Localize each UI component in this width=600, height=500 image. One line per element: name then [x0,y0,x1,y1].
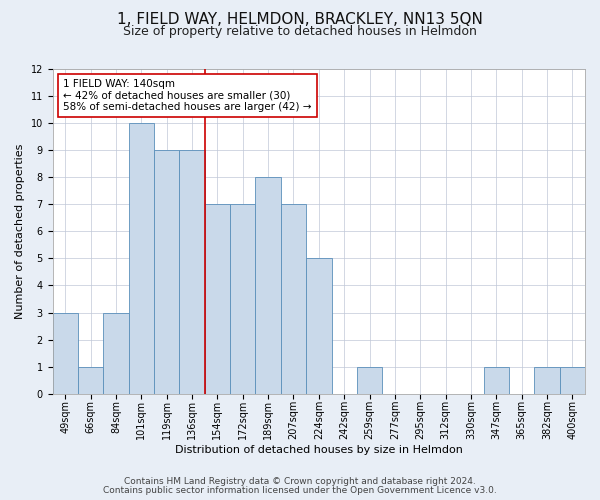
Bar [103,312,129,394]
Bar [256,177,281,394]
Text: Contains HM Land Registry data © Crown copyright and database right 2024.: Contains HM Land Registry data © Crown c… [124,477,476,486]
Bar [560,366,585,394]
X-axis label: Distribution of detached houses by size in Helmdon: Distribution of detached houses by size … [175,445,463,455]
Bar [281,204,306,394]
Bar [154,150,179,394]
Bar [484,366,509,394]
Bar [306,258,332,394]
Bar [205,204,230,394]
Bar [230,204,256,394]
Bar [179,150,205,394]
Bar [129,123,154,394]
Text: 1, FIELD WAY, HELMDON, BRACKLEY, NN13 5QN: 1, FIELD WAY, HELMDON, BRACKLEY, NN13 5Q… [117,12,483,28]
Bar [535,366,560,394]
Text: 1 FIELD WAY: 140sqm
← 42% of detached houses are smaller (30)
58% of semi-detach: 1 FIELD WAY: 140sqm ← 42% of detached ho… [63,78,312,112]
Text: Size of property relative to detached houses in Helmdon: Size of property relative to detached ho… [123,25,477,38]
Bar [78,366,103,394]
Y-axis label: Number of detached properties: Number of detached properties [15,144,25,319]
Text: Contains public sector information licensed under the Open Government Licence v3: Contains public sector information licen… [103,486,497,495]
Bar [357,366,382,394]
Bar [53,312,78,394]
